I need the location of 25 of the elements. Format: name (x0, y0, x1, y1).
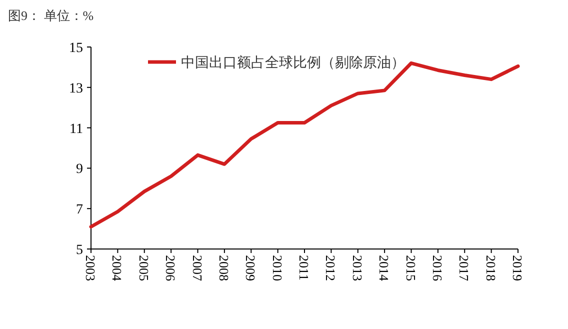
y-tick-label: 9 (76, 162, 83, 178)
y-tick-label: 7 (76, 202, 83, 218)
y-tick-label: 13 (69, 81, 83, 96)
legend-label: 中国出口额占全球比例（剔除原油） (181, 55, 405, 71)
x-tick-label: 2008 (216, 255, 232, 281)
x-tick-label: 2014 (376, 255, 392, 282)
y-tick-label: 15 (69, 41, 83, 56)
x-tick-label: 2004 (110, 255, 125, 282)
y-tick-label: 11 (70, 122, 83, 137)
chart-title: 图9： 单位：% (8, 8, 94, 23)
y-tick-label: 5 (76, 243, 83, 258)
x-tick-label: 2018 (483, 255, 498, 281)
x-tick-label: 2010 (270, 255, 285, 281)
x-tick-label: 2011 (296, 255, 312, 281)
x-tick-label: 2005 (136, 255, 152, 281)
x-tick-label: 2017 (456, 255, 472, 282)
x-tick-label: 2013 (350, 255, 365, 281)
x-tick-label: 2012 (323, 255, 338, 281)
x-tick-label: 2009 (243, 255, 258, 281)
x-tick-label: 2003 (83, 255, 98, 281)
x-tick-label: 2006 (163, 255, 178, 282)
x-tick-label: 2016 (430, 255, 445, 282)
x-tick-label: 2019 (510, 255, 525, 281)
x-tick-label: 2007 (190, 255, 205, 282)
x-tick-label: 2015 (403, 255, 418, 281)
